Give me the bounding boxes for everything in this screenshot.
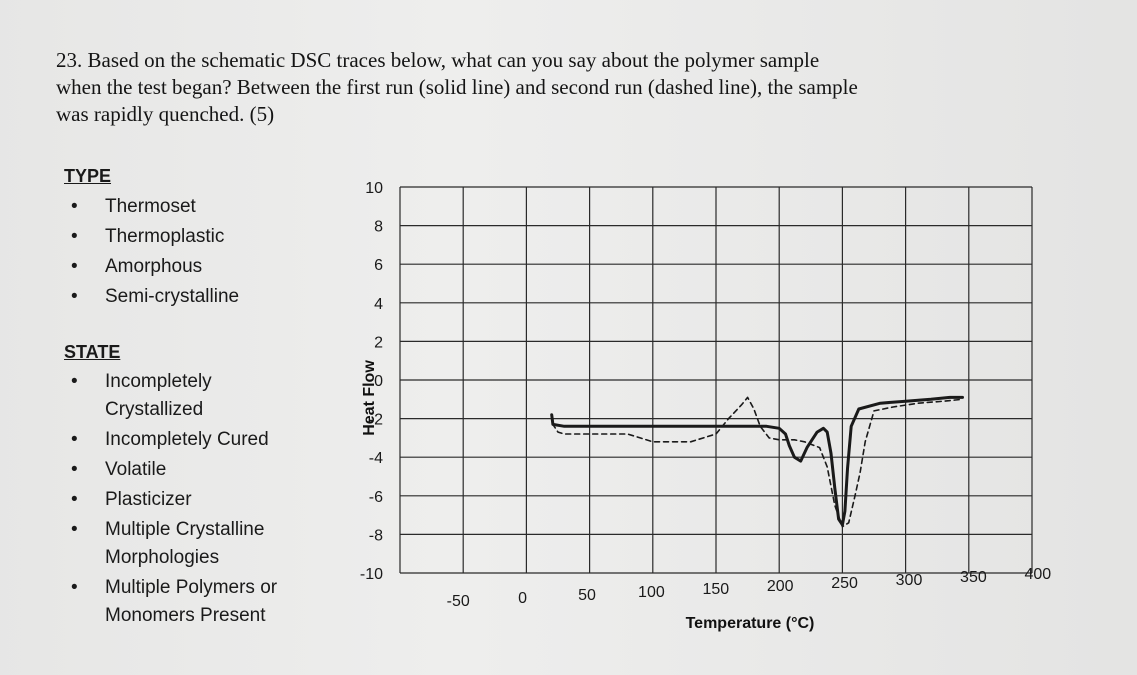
option-label: Multiple Crystalline <box>105 519 265 540</box>
y-tick-label: -2 <box>369 412 383 429</box>
chart-series <box>550 395 964 528</box>
chart-grid <box>399 186 1033 574</box>
state-option-incompletely-cured: • Incompletely Cured <box>62 426 277 454</box>
dashed-run-line <box>550 396 964 528</box>
bullet-icon: • <box>71 196 78 217</box>
x-tick-label: 0 <box>518 590 527 607</box>
bullet-icon: • <box>71 286 78 307</box>
option-label: Volatile <box>105 459 167 480</box>
y-tick-label: 8 <box>374 219 383 236</box>
state-options-list: • Incompletely Crystallized • Incompletely … <box>62 368 277 632</box>
option-label: Incompletely <box>105 371 212 392</box>
question-line: was rapidly quenched. (5) <box>56 102 275 126</box>
y-tick-label: 4 <box>374 296 383 313</box>
type-option-thermoset: • Thermoset <box>62 193 239 223</box>
y-tick-label: 10 <box>365 180 383 197</box>
y-axis-label: Heat Flow <box>361 360 378 436</box>
x-tick-label: -50 <box>447 593 470 610</box>
y-tick-label: -8 <box>369 527 383 544</box>
x-tick-label: 350 <box>960 569 987 586</box>
state-heading: STATE <box>64 342 121 362</box>
state-option-multiple-crystalline-morphologies: • Multiple Crystalline Morphologies <box>62 516 277 572</box>
bullet-icon: • <box>71 256 78 277</box>
option-label-continued: Monomers Present <box>105 605 266 626</box>
state-option-volatile: • Volatile <box>62 456 277 484</box>
type-option-semi-crystalline: • Semi-crystalline <box>62 283 239 313</box>
x-tick-label: 400 <box>1024 566 1051 583</box>
y-tick-label: 6 <box>374 257 383 274</box>
option-label: Thermoplastic <box>105 226 225 247</box>
x-axis-label: Temperature (°C) <box>686 615 815 632</box>
option-label-continued: Morphologies <box>105 547 220 568</box>
bullet-icon: • <box>71 226 78 247</box>
option-label: Semi-crystalline <box>105 286 240 307</box>
question-line: when the test began? Between the first r… <box>56 75 858 99</box>
state-option-multiple-polymers-or-monomers: • Multiple Polymers or Monomers Present <box>62 574 277 630</box>
x-tick-label: 50 <box>578 587 596 604</box>
x-tick-labels: -50 0 50 100 150 200 250 300 350 400 <box>447 566 1052 610</box>
type-option-amorphous: • Amorphous <box>62 253 239 283</box>
option-label: Plasticizer <box>105 489 192 510</box>
bullet-icon: • <box>71 459 78 480</box>
option-label: Multiple Polymers or <box>105 577 278 598</box>
x-tick-label: 100 <box>638 584 665 601</box>
bullet-icon: • <box>71 519 78 540</box>
question-line: 23. Based on the schematic DSC traces be… <box>56 48 820 72</box>
option-label: Amorphous <box>105 256 203 277</box>
type-option-thermoplastic: • Thermoplastic <box>62 223 239 253</box>
option-label: Incompletely Cured <box>105 429 269 450</box>
x-tick-label: 150 <box>702 581 729 598</box>
type-options-list: • Thermoset • Thermoplastic • Amorphous • Se… <box>62 193 239 313</box>
solid-run-line <box>550 395 964 527</box>
y-tick-labels: 10 8 6 4 2 0 -2 -4 -6 -8 -10 <box>360 180 383 583</box>
type-heading: TYPE <box>64 166 112 186</box>
y-tick-label: -10 <box>360 566 383 583</box>
x-tick-label: 200 <box>767 578 794 595</box>
state-option-incompletely-crystallized: • Incompletely Crystallized <box>62 368 277 424</box>
y-tick-label: 0 <box>374 373 383 390</box>
bullet-icon: • <box>71 489 78 510</box>
bullet-icon: • <box>71 371 78 392</box>
y-tick-label: 2 <box>374 334 383 351</box>
question-text: 23. Based on the schematic DSC traces be… <box>56 47 1086 128</box>
option-label-continued: Crystallized <box>105 399 204 420</box>
bullet-icon: • <box>71 577 78 598</box>
y-tick-label: -6 <box>369 489 383 506</box>
y-tick-label: -4 <box>369 450 383 467</box>
state-option-plasticizer: • Plasticizer <box>62 486 277 514</box>
x-tick-label: 250 <box>831 575 858 592</box>
bullet-icon: • <box>71 429 78 450</box>
option-label: Thermoset <box>105 196 196 217</box>
x-tick-label: 300 <box>896 572 923 589</box>
